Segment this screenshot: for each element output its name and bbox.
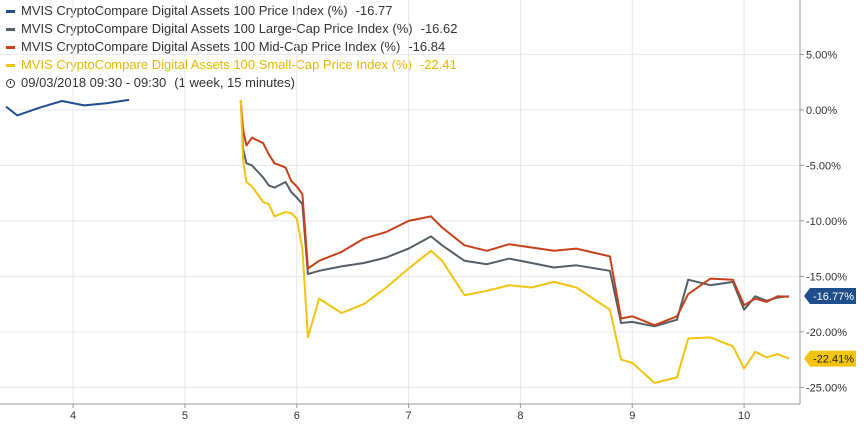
legend-swatch — [6, 45, 15, 49]
end-value-text: -16.77% — [813, 291, 854, 303]
legend-item[interactable]: MVIS CryptoCompare Digital Assets 100 La… — [6, 20, 457, 38]
legend-value: -16.62 — [420, 21, 458, 36]
legend-swatch — [6, 63, 15, 67]
y-tick-label: -10.00% — [806, 216, 847, 228]
series-line — [239, 100, 789, 327]
legend-item[interactable]: MVIS CryptoCompare Digital Assets 100 Pr… — [6, 2, 457, 20]
y-tick-label: -20.00% — [806, 327, 847, 339]
y-tick-label: 5.00% — [806, 49, 837, 61]
y-tick-label: 0.00% — [806, 105, 837, 117]
legend-date-range: 09/03/2018 09:30 - 09:30 (1 week, 15 min… — [6, 74, 457, 92]
legend-value: -22.41 — [419, 57, 457, 72]
legend-value: -16.84 — [408, 39, 446, 54]
legend-item[interactable]: MVIS CryptoCompare Digital Assets 100 Sm… — [6, 56, 457, 74]
legend-label: MVIS CryptoCompare Digital Assets 100 Mi… — [21, 39, 401, 54]
grid — [0, 0, 800, 404]
x-tick-label: 5 — [182, 410, 188, 422]
y-tick-label: -25.00% — [806, 382, 847, 394]
series-line — [239, 100, 789, 328]
legend-range: (1 week, 15 minutes) — [174, 75, 295, 90]
end-value-label: -22.41% — [804, 350, 856, 367]
legend-label: MVIS CryptoCompare Digital Assets 100 Pr… — [21, 3, 348, 18]
legend-item[interactable]: MVIS CryptoCompare Digital Assets 100 Mi… — [6, 38, 457, 56]
x-tick-label: 9 — [629, 410, 635, 422]
series-line — [239, 99, 790, 384]
y-tick-label: -15.00% — [806, 271, 847, 283]
end-value-badge — [804, 350, 856, 367]
x-tick-label: 4 — [70, 410, 76, 422]
end-labels: -16.77% -22.41% — [804, 288, 856, 367]
end-value-label: -16.77% — [804, 288, 856, 305]
end-value-text: -22.41% — [813, 354, 854, 366]
x-tick-label: 6 — [294, 410, 300, 422]
x-tick-label: 8 — [517, 410, 523, 422]
legend-label: MVIS CryptoCompare Digital Assets 100 La… — [21, 21, 413, 36]
legend-label: MVIS CryptoCompare Digital Assets 100 Sm… — [21, 57, 412, 72]
chart-legend: MVIS CryptoCompare Digital Assets 100 Pr… — [6, 2, 457, 92]
clock-icon — [6, 78, 15, 88]
y-tick-label: -5.00% — [806, 160, 841, 172]
legend-date: 09/03/2018 09:30 - 09:30 — [21, 75, 167, 90]
series-lines — [5, 98, 790, 384]
x-tick-label: 7 — [406, 410, 412, 422]
x-tick-label: 10 — [738, 410, 750, 422]
legend-swatch — [6, 9, 15, 13]
series-line — [5, 98, 130, 117]
legend-swatch — [6, 27, 15, 31]
legend-value: -16.77 — [355, 3, 393, 18]
end-value-badge — [804, 288, 856, 305]
axes: 5.00% 0.00% -5.00% -10.00% -15.00% -20.00% -25… — [0, 0, 847, 422]
